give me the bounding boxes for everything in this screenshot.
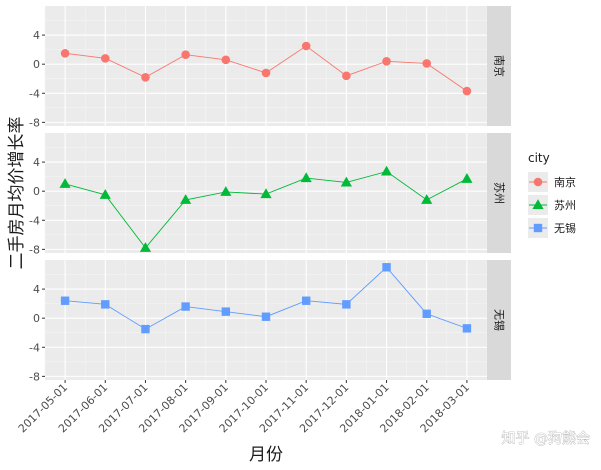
data-point: [421, 194, 433, 204]
data-point: [221, 55, 231, 65]
data-point: [462, 324, 472, 333]
facet-strip-label: 苏州: [493, 182, 506, 204]
data-point: [261, 68, 271, 78]
data-point: [181, 302, 190, 311]
panel-1: -8 -4 0 4 苏州: [29, 133, 511, 256]
facet-strip: [487, 6, 511, 126]
data-point: [300, 172, 312, 183]
watermark: 知乎 @狗熊会: [502, 430, 590, 447]
legend-key-marker: [532, 199, 544, 209]
legend-key-marker: [533, 177, 543, 187]
data-point: [261, 312, 271, 321]
y-tick-label: -4: [29, 214, 40, 227]
data-point: [462, 86, 472, 96]
legend-entry-label: 苏州: [554, 199, 576, 212]
data-point: [141, 72, 150, 82]
y-tick-label: -8: [29, 370, 40, 383]
data-point: [422, 309, 431, 319]
data-point: [99, 189, 111, 199]
y-tick-label: -4: [29, 87, 40, 100]
y-tick-label: 0: [33, 58, 40, 71]
data-point: [301, 296, 311, 305]
y-tick-label: 4: [33, 156, 40, 169]
legend-title: city: [528, 151, 550, 165]
data-point: [221, 307, 231, 316]
y-tick-label: -8: [29, 243, 40, 256]
facet-panels: -8 -4 0 4 南京 -8 -4 0 4 苏州 -8 -4 0 4 无锡: [29, 6, 511, 383]
data-point: [260, 188, 272, 199]
legend-entry-label: 无锡: [554, 221, 576, 235]
data-point: [220, 186, 232, 196]
data-point: [141, 324, 150, 334]
x-axis: 2017-05-012017-06-012017-07-012017-08-01…: [16, 380, 472, 435]
data-point: [422, 59, 432, 68]
data-point: [461, 173, 473, 183]
data-point: [180, 194, 192, 204]
data-point: [380, 165, 393, 176]
data-point: [101, 300, 110, 309]
facet-strip-label: 南京: [493, 55, 507, 77]
y-tick-label: 0: [33, 185, 40, 198]
y-tick-label: 0: [33, 312, 40, 325]
panel-2: -8 -4 0 4 无锡: [29, 260, 511, 383]
data-point: [139, 242, 152, 252]
data-point: [59, 178, 71, 188]
y-axis-title: 二手房月均价增长率: [7, 117, 27, 270]
legend-key-marker: [533, 223, 543, 233]
y-tick-label: -8: [29, 116, 40, 129]
legend-entry-label: 南京: [554, 175, 576, 189]
data-point: [382, 263, 391, 272]
y-tick-label: 4: [33, 283, 40, 296]
data-point: [342, 300, 351, 309]
y-tick-label: 4: [33, 29, 40, 42]
x-axis-title: 月份: [249, 445, 283, 465]
data-point: [382, 56, 391, 66]
data-point: [342, 71, 351, 81]
data-point: [181, 50, 190, 60]
data-point: [100, 54, 110, 63]
facet-strip: [487, 133, 511, 253]
data-point: [340, 176, 352, 187]
data-point: [60, 296, 70, 305]
facet-strip-label: 无锡: [493, 309, 507, 331]
facet-strip: [487, 260, 511, 380]
panel-0: -8 -4 0 4 南京: [29, 6, 511, 129]
data-point: [301, 41, 311, 51]
data-point: [60, 48, 70, 58]
y-tick-label: -4: [29, 341, 40, 354]
